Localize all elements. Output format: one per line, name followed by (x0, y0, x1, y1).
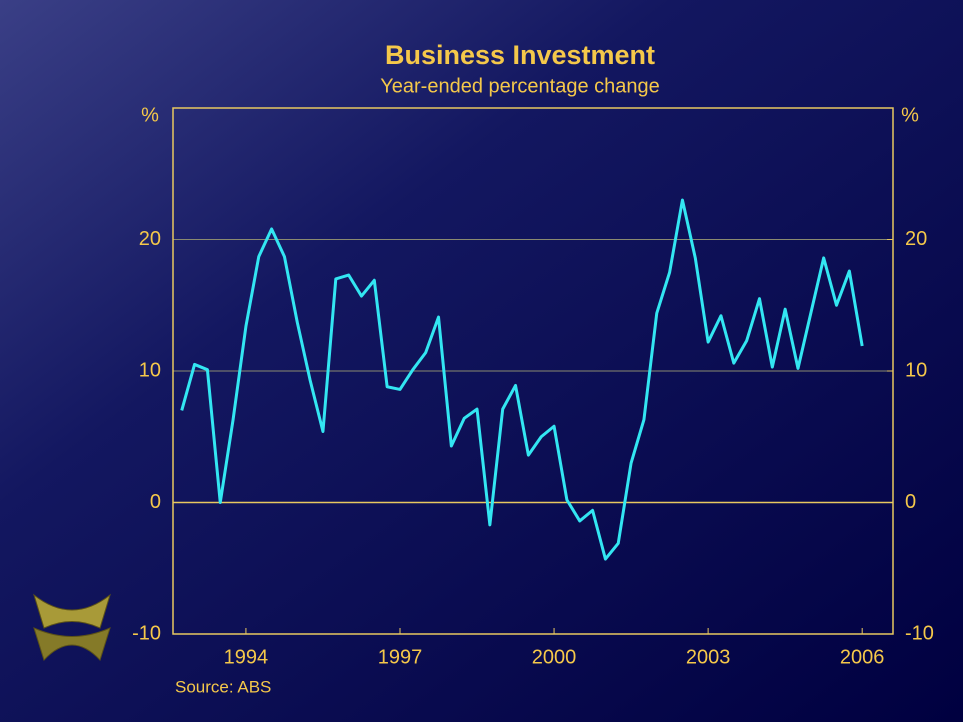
chart-title: Business Investment (385, 40, 655, 70)
y-tick-label: -10 (132, 622, 161, 644)
source-note: Source: ABS (175, 677, 271, 696)
y-axis-unit: % (141, 104, 159, 126)
y2-tick-label: 10 (905, 359, 927, 381)
chart-subtitle: Year-ended percentage change (380, 75, 660, 97)
y-tick-label: 10 (139, 359, 161, 381)
y2-axis-unit: % (901, 104, 919, 126)
x-tick-label: 1997 (378, 646, 423, 668)
x-tick-label: 2000 (532, 646, 577, 668)
plot-frame (172, 107, 894, 635)
y2-tick-label: 20 (905, 228, 927, 250)
y-tick-label: 20 (139, 228, 161, 250)
x-tick-label: 2003 (686, 646, 731, 668)
y-tick-label: 0 (150, 491, 161, 513)
x-tick-label: 2006 (840, 646, 885, 668)
x-tick-label: 1994 (224, 646, 269, 668)
data-line (180, 198, 864, 561)
y2-tick-label: -10 (905, 622, 934, 644)
logo (33, 593, 111, 661)
y2-tick-label: 0 (905, 491, 916, 513)
